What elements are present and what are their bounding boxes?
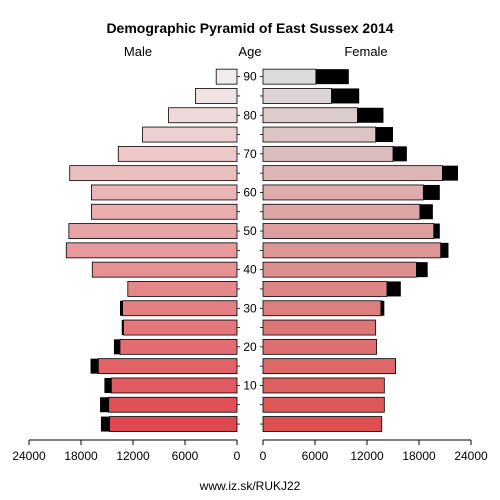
bar-male-excess-30-34 (120, 300, 123, 316)
bar-female-excess-90+ (315, 69, 349, 85)
bar-female-25-29 (262, 319, 377, 336)
bar-male-excess-5-9 (100, 397, 109, 413)
bar-female-45-49 (262, 242, 442, 259)
bar-female-excess-30-34 (380, 300, 385, 316)
bar-male-excess-0-4 (100, 416, 110, 432)
bar-male-80-84 (168, 107, 238, 124)
bar-female-90+ (262, 68, 317, 85)
bar-female-0-4 (262, 416, 383, 432)
x-tick-label-left: 12000 (116, 449, 150, 463)
bar-male-90+ (215, 68, 238, 85)
age-tick-label: 50 (243, 224, 257, 238)
bar-female-excess-80-84 (357, 107, 384, 123)
age-tick-label: 30 (243, 301, 257, 315)
age-tick-label: 10 (243, 378, 257, 392)
female-label: Female (344, 44, 387, 59)
bar-male-0-4 (109, 416, 238, 432)
bar-female-60-64 (262, 184, 424, 201)
footer-url[interactable]: www.iz.sk/RUKJ22 (199, 479, 301, 493)
bar-male-70-74 (117, 145, 238, 162)
bar-male-85-89 (194, 88, 238, 104)
bar-male-55-59 (91, 203, 238, 220)
bar-male-30-34 (122, 300, 238, 317)
age-tick-label: 40 (243, 263, 257, 277)
bar-male-excess-20-24 (113, 339, 120, 355)
bar-female-55-59 (262, 203, 421, 220)
bar-female-excess-70-74 (393, 146, 407, 162)
age-tick-label: 90 (243, 70, 257, 84)
bar-female-35-39 (262, 281, 388, 297)
x-tick-label-right: 12000 (350, 449, 384, 463)
bar-male-5-9 (108, 396, 238, 413)
bar-female-10-14 (262, 377, 385, 394)
x-tick-label-left: 6000 (172, 449, 199, 463)
bar-female-20-24 (262, 338, 377, 355)
bar-male-20-24 (119, 338, 238, 355)
x-tick-label-right: 24000 (454, 449, 488, 463)
bar-female-70-74 (262, 145, 394, 162)
bar-female-excess-85-89 (331, 88, 360, 104)
x-tick-label-right: 18000 (402, 449, 436, 463)
chart-title: Demographic Pyramid of East Sussex 2014 (106, 20, 393, 36)
bar-female-40-44 (262, 261, 417, 278)
age-tick-label: 70 (243, 147, 257, 161)
bar-male-10-14 (110, 377, 238, 394)
age-tick-label: 80 (243, 108, 257, 122)
bar-female-30-34 (262, 300, 382, 317)
bar-male-65-69 (69, 165, 238, 182)
bar-female-excess-60-64 (423, 184, 440, 200)
bar-female-excess-40-44 (416, 262, 428, 278)
x-tick-label-left: 24000 (12, 449, 46, 463)
bar-male-excess-15-19 (90, 358, 99, 374)
bar-female-excess-50-54 (433, 223, 440, 239)
bar-female-excess-35-39 (386, 281, 401, 297)
bar-male-50-54 (68, 223, 238, 239)
bar-female-excess-55-59 (419, 204, 433, 220)
bars-group (65, 68, 458, 432)
age-label: Age (238, 44, 261, 59)
x-tick-label-left: 0 (234, 449, 241, 463)
bar-male-excess-10-14 (104, 377, 112, 393)
male-label: Male (124, 44, 152, 59)
bar-female-5-9 (262, 396, 385, 413)
age-tick-label: 20 (243, 340, 257, 354)
x-tick-label-right: 0 (260, 449, 267, 463)
x-tick-label-right: 6000 (302, 449, 329, 463)
bar-female-65-69 (262, 165, 443, 182)
bar-male-25-29 (123, 319, 238, 336)
bar-female-80-84 (262, 107, 358, 124)
bar-male-35-39 (127, 281, 238, 297)
bar-male-75-79 (142, 126, 238, 143)
bar-male-excess-25-29 (121, 320, 124, 336)
bar-female-excess-75-79 (375, 127, 393, 143)
bar-female-excess-45-49 (440, 242, 449, 258)
bar-male-15-19 (97, 358, 238, 375)
bar-male-45-49 (65, 242, 238, 259)
age-tick-label: 60 (243, 185, 257, 199)
bar-female-85-89 (262, 88, 332, 104)
bar-female-15-19 (262, 358, 397, 375)
bar-female-75-79 (262, 126, 377, 143)
bar-male-60-64 (91, 184, 238, 201)
bar-female-50-54 (262, 223, 435, 239)
bar-female-excess-65-69 (442, 165, 458, 181)
bar-male-40-44 (91, 261, 238, 278)
x-tick-label-left: 18000 (64, 449, 98, 463)
axes-group: 10 20 30 40 50 60 70 80 90 24000 18000 12000 6000 0 0 6… (12, 70, 488, 463)
